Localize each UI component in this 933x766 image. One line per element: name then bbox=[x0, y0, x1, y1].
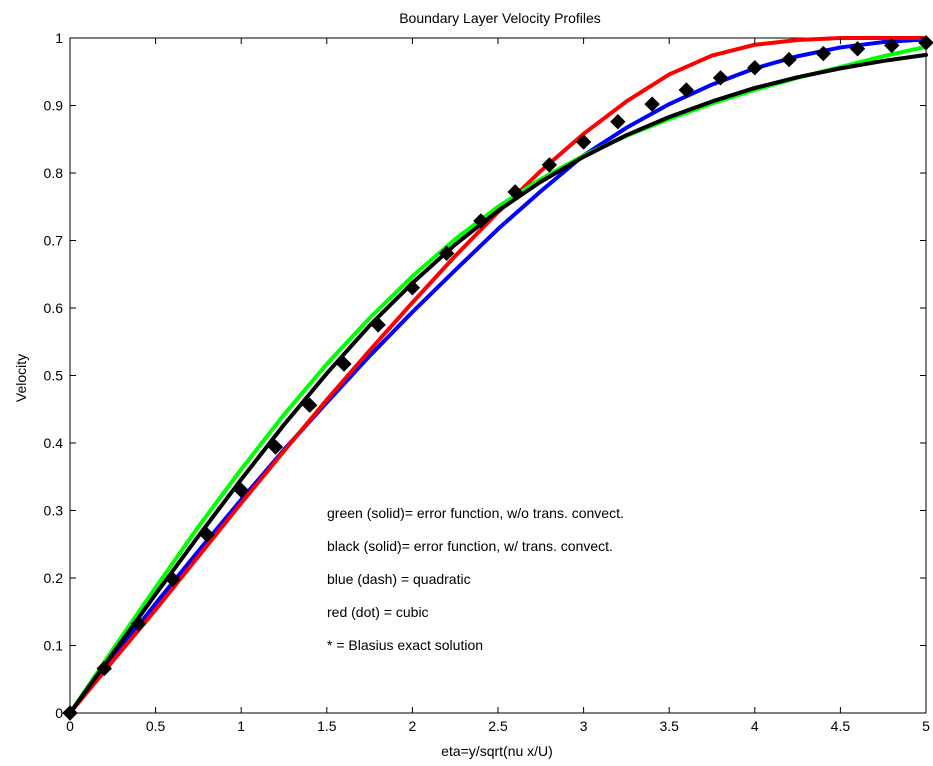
annotation-green: green (solid)= error function, w/o trans… bbox=[327, 505, 624, 521]
annotation-blue: blue (dash) = quadratic bbox=[327, 571, 471, 587]
blasius-marker bbox=[678, 82, 695, 98]
blasius-marker bbox=[747, 59, 763, 76]
x-tick-label: 0.5 bbox=[146, 718, 166, 734]
y-tick-label: 0.6 bbox=[44, 300, 64, 316]
annotation-red: red (dot) = cubic bbox=[327, 604, 429, 620]
blasius-marker bbox=[473, 213, 489, 229]
x-tick-label: 3 bbox=[580, 718, 588, 734]
blasius-marker bbox=[96, 660, 112, 677]
blasius-marker bbox=[199, 527, 215, 543]
blasius-marker bbox=[336, 356, 352, 372]
blasius-marker bbox=[165, 571, 181, 588]
blasius-marker bbox=[370, 317, 386, 333]
x-tick-label: 0 bbox=[66, 718, 74, 734]
blasius-marker bbox=[884, 37, 900, 54]
blasius-marker bbox=[849, 41, 866, 57]
y-tick-label: 0 bbox=[55, 705, 63, 721]
y-tick-label: 0.5 bbox=[44, 368, 64, 384]
blasius-marker bbox=[404, 280, 421, 296]
y-tick-label: 0.1 bbox=[44, 638, 64, 654]
blasius-marker bbox=[267, 439, 284, 455]
blasius-marker bbox=[712, 70, 729, 86]
blasius-marker bbox=[438, 245, 455, 262]
x-axis-ticks: 0 0.5 1 1.5 2 2.5 3 3.5 4 4.5 5 bbox=[66, 38, 930, 734]
x-axis-label: eta=y/sqrt(nu x/U) bbox=[441, 743, 553, 759]
x-tick-label: 3.5 bbox=[659, 718, 679, 734]
x-tick-label: 1 bbox=[237, 718, 245, 734]
blasius-marker bbox=[233, 482, 249, 498]
blasius-marker bbox=[507, 184, 523, 200]
y-axis-label: Velocity bbox=[13, 354, 29, 402]
annotation-blasius: * = Blasius exact solution bbox=[327, 637, 483, 653]
x-tick-label: 2.5 bbox=[488, 718, 508, 734]
x-tick-label: 5 bbox=[922, 718, 930, 734]
series-line-1 bbox=[68, 52, 928, 715]
blasius-marker bbox=[541, 157, 558, 173]
blasius-marker bbox=[815, 45, 831, 62]
y-tick-label: 0.9 bbox=[44, 98, 64, 114]
plot-frame bbox=[69, 37, 927, 714]
plot-area: 0 0.5 1 1.5 2 2.5 3 3.5 4 4.5 5 0 0.1 0.2 0.3 0.4 0.5 0.… bbox=[44, 30, 933, 734]
x-tick-label: 1.5 bbox=[317, 718, 337, 734]
y-tick-label: 0.7 bbox=[44, 233, 64, 249]
marker-layer bbox=[62, 35, 933, 721]
y-axis-ticks: 0 0.1 0.2 0.3 0.4 0.5 0.6 0.7 0.8 0.9 1 bbox=[44, 30, 926, 721]
y-tick-label: 0.8 bbox=[44, 165, 64, 181]
y-tick-label: 0.4 bbox=[44, 435, 64, 451]
x-tick-label: 4 bbox=[751, 718, 759, 734]
y-tick-label: 1 bbox=[55, 30, 63, 46]
y-tick-label: 0.3 bbox=[44, 503, 64, 519]
blasius-marker bbox=[575, 134, 592, 150]
blasius-marker bbox=[301, 397, 318, 413]
blasius-marker bbox=[644, 96, 660, 112]
x-tick-label: 4.5 bbox=[831, 718, 851, 734]
annotation-black: black (solid)= error function, w/ trans.… bbox=[327, 538, 613, 554]
blasius-marker bbox=[781, 51, 797, 68]
y-tick-label: 0.2 bbox=[44, 570, 64, 586]
blasius-marker bbox=[610, 113, 626, 130]
x-tick-label: 2 bbox=[409, 718, 417, 734]
blasius-marker bbox=[130, 616, 147, 632]
chart-title: Boundary Layer Velocity Profiles bbox=[399, 10, 601, 26]
annotation-block: green (solid)= error function, w/o trans… bbox=[327, 505, 624, 653]
